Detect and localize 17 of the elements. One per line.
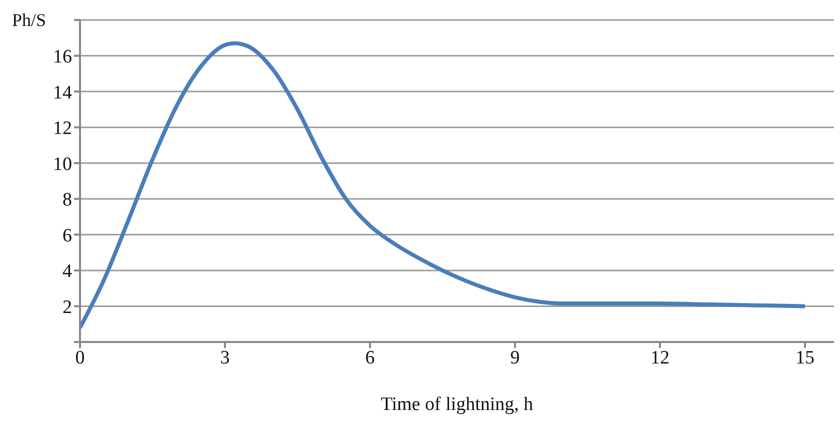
x-tick-label: 6 — [365, 347, 375, 368]
y-tick-label: 12 — [53, 118, 72, 140]
y-tick-label: 4 — [62, 261, 72, 282]
x-tick-label: 12 — [650, 347, 670, 368]
line-series — [80, 41, 807, 330]
x-axis-title: Time of lightning, h — [380, 394, 534, 415]
y-tick-label: 8 — [62, 190, 72, 211]
y-tick-label: 2 — [62, 296, 72, 318]
x-tick-label: 3 — [220, 347, 230, 368]
y-tick-label: 10 — [53, 154, 72, 175]
y-tick-label: 16 — [53, 46, 72, 68]
x-tick-label: 0 — [75, 347, 85, 368]
x-tick-label: 9 — [510, 347, 520, 368]
y-axis-title: Ph/S — [12, 10, 46, 31]
y-tick-label: 14 — [53, 82, 72, 104]
x-tick-label: 15 — [796, 347, 814, 368]
y-tick-label: 6 — [62, 225, 72, 246]
